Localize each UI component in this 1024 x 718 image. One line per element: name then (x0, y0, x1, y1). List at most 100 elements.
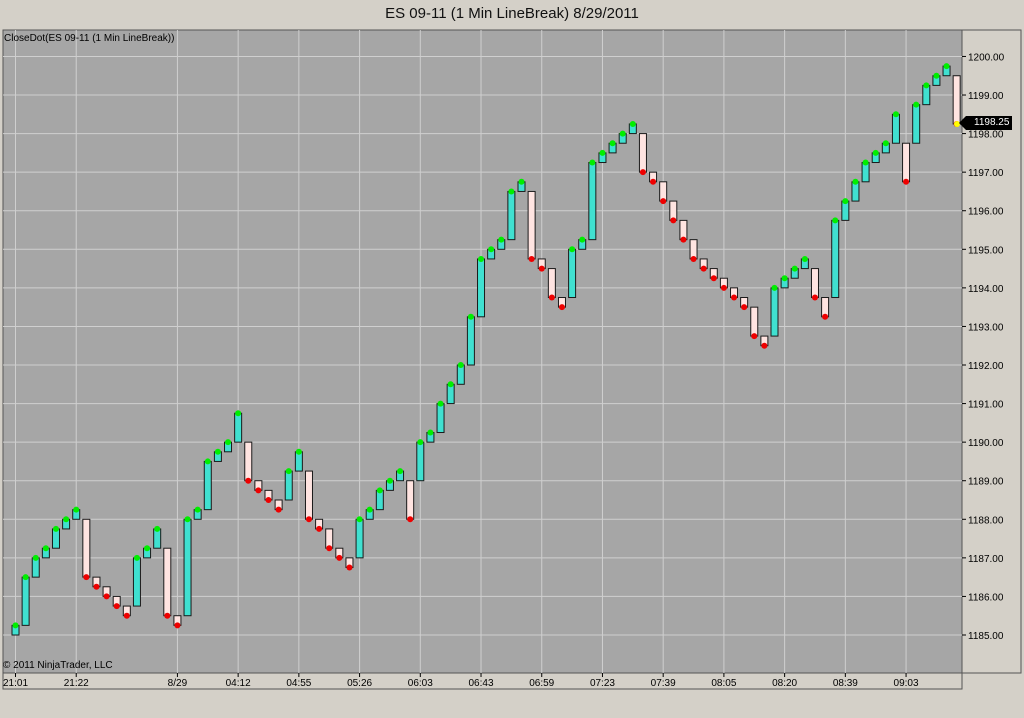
time-axis (2, 672, 963, 690)
close-dot-down (731, 294, 738, 301)
close-dot-down (811, 294, 818, 301)
close-dot-down (528, 255, 535, 262)
close-dot-up (295, 448, 302, 455)
close-dot-up (913, 101, 920, 108)
close-dot-up (437, 400, 444, 407)
close-dot-up (457, 362, 464, 369)
close-dot-up (619, 130, 626, 137)
close-dot-down (903, 178, 910, 185)
close-dot-down (305, 516, 312, 523)
close-dot-up (579, 236, 586, 243)
close-dot-up (73, 506, 80, 513)
close-dot-down (751, 333, 758, 340)
close-dot-up (366, 506, 373, 513)
time-tick-label: 07:39 (651, 678, 676, 689)
close-dot-down (245, 477, 252, 484)
close-dot-up (629, 120, 636, 127)
close-dot-up (356, 516, 363, 523)
close-dot-up (933, 72, 940, 79)
close-dot-down (720, 284, 727, 291)
close-dot-down (548, 294, 555, 301)
close-dot-down (822, 313, 829, 320)
up-brick (284, 470, 293, 501)
close-dot-up (569, 246, 576, 253)
price-tick-label: 1187.00 (968, 554, 1004, 565)
up-brick (477, 258, 486, 318)
down-brick (527, 190, 536, 260)
time-tick-label: 8/29 (168, 678, 188, 689)
close-dot-down (407, 516, 414, 523)
up-brick (466, 316, 475, 366)
price-tick-label: 1189.00 (968, 477, 1004, 488)
close-dot-up (862, 159, 869, 166)
close-dot-up (285, 468, 292, 475)
close-dot-down (680, 236, 687, 243)
close-dot-up (194, 506, 201, 513)
down-brick (406, 480, 415, 520)
indicator-label: CloseDot(ES 09-11 (1 Min LineBreak)) (4, 33, 175, 44)
last-price-marker: 1198.25 (958, 116, 1013, 130)
close-dot-down (660, 198, 667, 205)
close-dot-up (214, 448, 221, 455)
price-tick-label: 1200.00 (968, 52, 1005, 63)
close-dot-up (63, 516, 70, 523)
close-dot-up (882, 140, 889, 147)
close-dot-up (397, 468, 404, 475)
close-dot-down (639, 169, 646, 176)
close-dot-down (93, 583, 100, 590)
price-axis (961, 29, 1022, 674)
time-tick-label: 08:39 (833, 678, 858, 689)
close-dot-up (943, 63, 950, 70)
price-tick-label: 1196.00 (968, 207, 1004, 218)
close-dot-up (12, 622, 19, 629)
close-dot-up (478, 255, 485, 262)
close-dot-up (518, 178, 525, 185)
close-dot-up (599, 149, 606, 156)
close-dot-down (164, 612, 171, 619)
down-brick (304, 470, 313, 520)
close-dot-up (417, 439, 424, 446)
close-dot-up (184, 516, 191, 523)
up-brick (436, 403, 445, 434)
close-dot-up (447, 381, 454, 388)
close-dot-up (32, 554, 39, 561)
close-dot-down (650, 178, 657, 185)
up-brick (355, 518, 364, 559)
close-dot-down (255, 487, 262, 494)
time-tick-label: 08:20 (772, 678, 797, 689)
down-brick (902, 142, 911, 183)
up-brick (132, 557, 141, 607)
close-dot-up (832, 217, 839, 224)
up-brick (234, 412, 243, 443)
time-tick-label: 05:26 (347, 678, 372, 689)
price-tick-label: 1194.00 (968, 284, 1004, 295)
price-tick-label: 1190.00 (968, 438, 1004, 449)
plot-area (2, 29, 963, 674)
close-dot-up (52, 525, 59, 532)
price-tick-label: 1188.00 (968, 515, 1004, 526)
close-dot-down (113, 603, 120, 610)
time-tick-label: 08:05 (711, 678, 736, 689)
close-dot-down (316, 525, 323, 532)
close-dot-up (872, 149, 879, 156)
close-dot-up (609, 140, 616, 147)
time-tick-label: 09:03 (894, 678, 919, 689)
close-dot-up (589, 159, 596, 166)
up-brick (770, 287, 779, 337)
down-brick (82, 518, 91, 578)
time-tick-label: 21:22 (64, 678, 89, 689)
close-dot-up (923, 82, 930, 89)
copyright-notice: © 2011 NinjaTrader, LLC (3, 660, 113, 671)
time-tick-label: 04:55 (286, 678, 311, 689)
price-tick-label: 1199.00 (968, 91, 1004, 102)
time-tick-label: 04:12 (226, 678, 251, 689)
close-dot-up (427, 429, 434, 436)
price-tick-label: 1197.00 (968, 168, 1004, 179)
close-dot-up (144, 545, 151, 552)
window-title: ES 09-11 (1 Min LineBreak) 8/29/2011 (385, 5, 639, 22)
close-dot-down (700, 265, 707, 272)
close-dot-up (508, 188, 515, 195)
time-tick-label: 07:23 (590, 678, 615, 689)
close-dot-down (690, 255, 697, 262)
